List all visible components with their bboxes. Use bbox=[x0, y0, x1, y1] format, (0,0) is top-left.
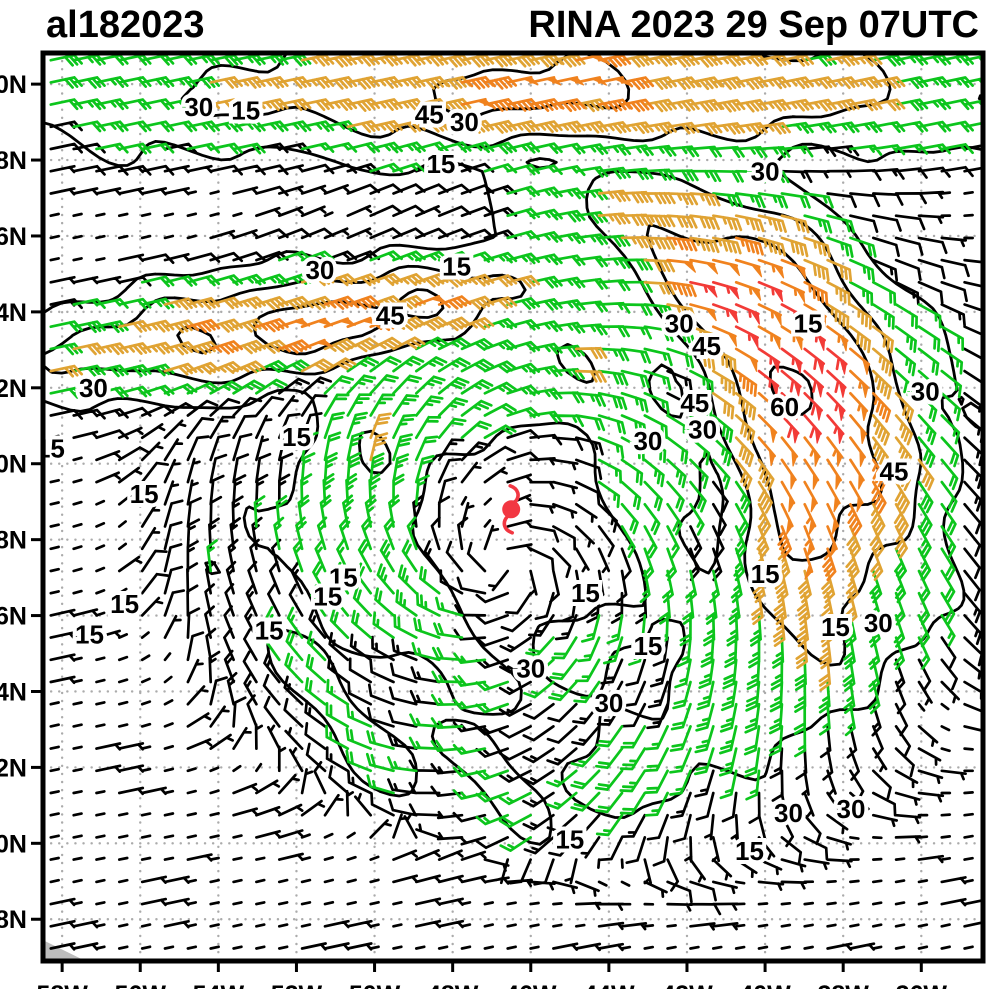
latitude-tick-label: 28N bbox=[0, 147, 27, 175]
isotach-label: 30 bbox=[864, 608, 893, 638]
longitude-tick-label: 36W bbox=[896, 981, 948, 989]
isotach-label: 60 bbox=[770, 392, 799, 422]
isotach-label: 15 bbox=[735, 836, 764, 866]
isotach-label: 15 bbox=[426, 149, 455, 179]
isotach-label: 15 bbox=[555, 825, 584, 855]
isotach-label: 30 bbox=[594, 688, 623, 718]
latitude-tick-label: 24N bbox=[0, 299, 27, 327]
isotach-label: 45 bbox=[415, 100, 444, 130]
isotach-label: 15 bbox=[633, 631, 662, 661]
isotach-label: 30 bbox=[516, 654, 545, 684]
land-patch bbox=[43, 940, 86, 961]
longitude-tick-label: 56W bbox=[115, 981, 167, 989]
longitude-tick-label: 50W bbox=[349, 981, 401, 989]
isotach-label: 45 bbox=[376, 301, 405, 331]
longitude-tick-label: 40W bbox=[739, 981, 791, 989]
isotach-label: 15 bbox=[442, 251, 471, 281]
longitude-tick-label: 44W bbox=[583, 981, 635, 989]
isotach-label: 15 bbox=[130, 479, 159, 509]
plot-frame bbox=[40, 50, 986, 964]
isotach-label: 30 bbox=[911, 377, 940, 407]
latitude-tick-label: 20N bbox=[0, 451, 27, 479]
hurricane-icon bbox=[502, 483, 521, 535]
latitude-tick-label: 30N bbox=[0, 71, 27, 99]
isotach-label: 15 bbox=[794, 308, 823, 338]
latitude-tick-label: 22N bbox=[0, 375, 27, 403]
isotach-label: 15 bbox=[231, 96, 260, 126]
axis-ticks-latitude: 30N 28N 26N 24N 22N 20N 18N 16N 14N 12N 10N 8N bbox=[0, 71, 43, 934]
isotach-label: 15 bbox=[821, 612, 850, 642]
isotach-label: 15 bbox=[282, 422, 311, 452]
longitude-tick-label: 58W bbox=[36, 981, 88, 989]
latitude-tick-label: 18N bbox=[0, 527, 27, 555]
isotach-label: 15 bbox=[329, 563, 358, 593]
latitude-tick-label: 8N bbox=[0, 906, 27, 934]
isotach-label: 30 bbox=[665, 308, 694, 338]
isotach-label: 30 bbox=[633, 426, 662, 456]
isotach-label: 15 bbox=[75, 620, 104, 650]
isotach-label: 30 bbox=[450, 107, 479, 137]
isotach-label: 30 bbox=[79, 373, 108, 403]
isotach-label: 30 bbox=[837, 794, 866, 824]
wind-barb-field bbox=[49, 53, 983, 952]
latitude-tick-label: 26N bbox=[0, 223, 27, 251]
isotach-label: 45 bbox=[680, 388, 709, 418]
isotach-label: 45 bbox=[880, 456, 909, 486]
latitude-tick-label: 12N bbox=[0, 754, 27, 782]
storm-id-title: al182023 bbox=[46, 4, 205, 46]
isotach-label: 30 bbox=[774, 798, 803, 828]
longitude-tick-label: 48W bbox=[427, 981, 479, 989]
isotach-label: 30 bbox=[184, 92, 213, 122]
latitude-tick-label: 14N bbox=[0, 678, 27, 706]
latitude-tick-label: 16N bbox=[0, 603, 27, 631]
isotach-label: 45 bbox=[692, 331, 721, 361]
longitude-tick-label: 52W bbox=[271, 981, 323, 989]
isotach-label: 15 bbox=[751, 559, 780, 589]
longitude-tick-label: 38W bbox=[817, 981, 869, 989]
isotach-label: 30 bbox=[751, 156, 780, 186]
isotach-label: 30 bbox=[688, 415, 717, 445]
isotach-label: 15 bbox=[571, 578, 600, 608]
isotach-label: 15 bbox=[36, 434, 65, 464]
longitude-tick-label: 46W bbox=[505, 981, 557, 989]
storm-name-datetime-title: RINA 2023 29 Sep 07UTC bbox=[528, 4, 979, 46]
isotach-label: 15 bbox=[313, 582, 342, 612]
isotach-label: 30 bbox=[305, 255, 334, 285]
axis-ticks-longitude: 58W 56W 54W 52W 50W 48W 46W 44W 42W 40W 38W 36W bbox=[36, 961, 947, 989]
longitude-tick-label: 54W bbox=[193, 981, 245, 989]
storm-center-symbol bbox=[502, 483, 521, 535]
latitude-tick-label: 10N bbox=[0, 830, 27, 858]
isotach-label: 15 bbox=[255, 616, 284, 646]
longitude-tick-label: 42W bbox=[661, 981, 713, 989]
isotach-label: 15 bbox=[110, 589, 139, 619]
